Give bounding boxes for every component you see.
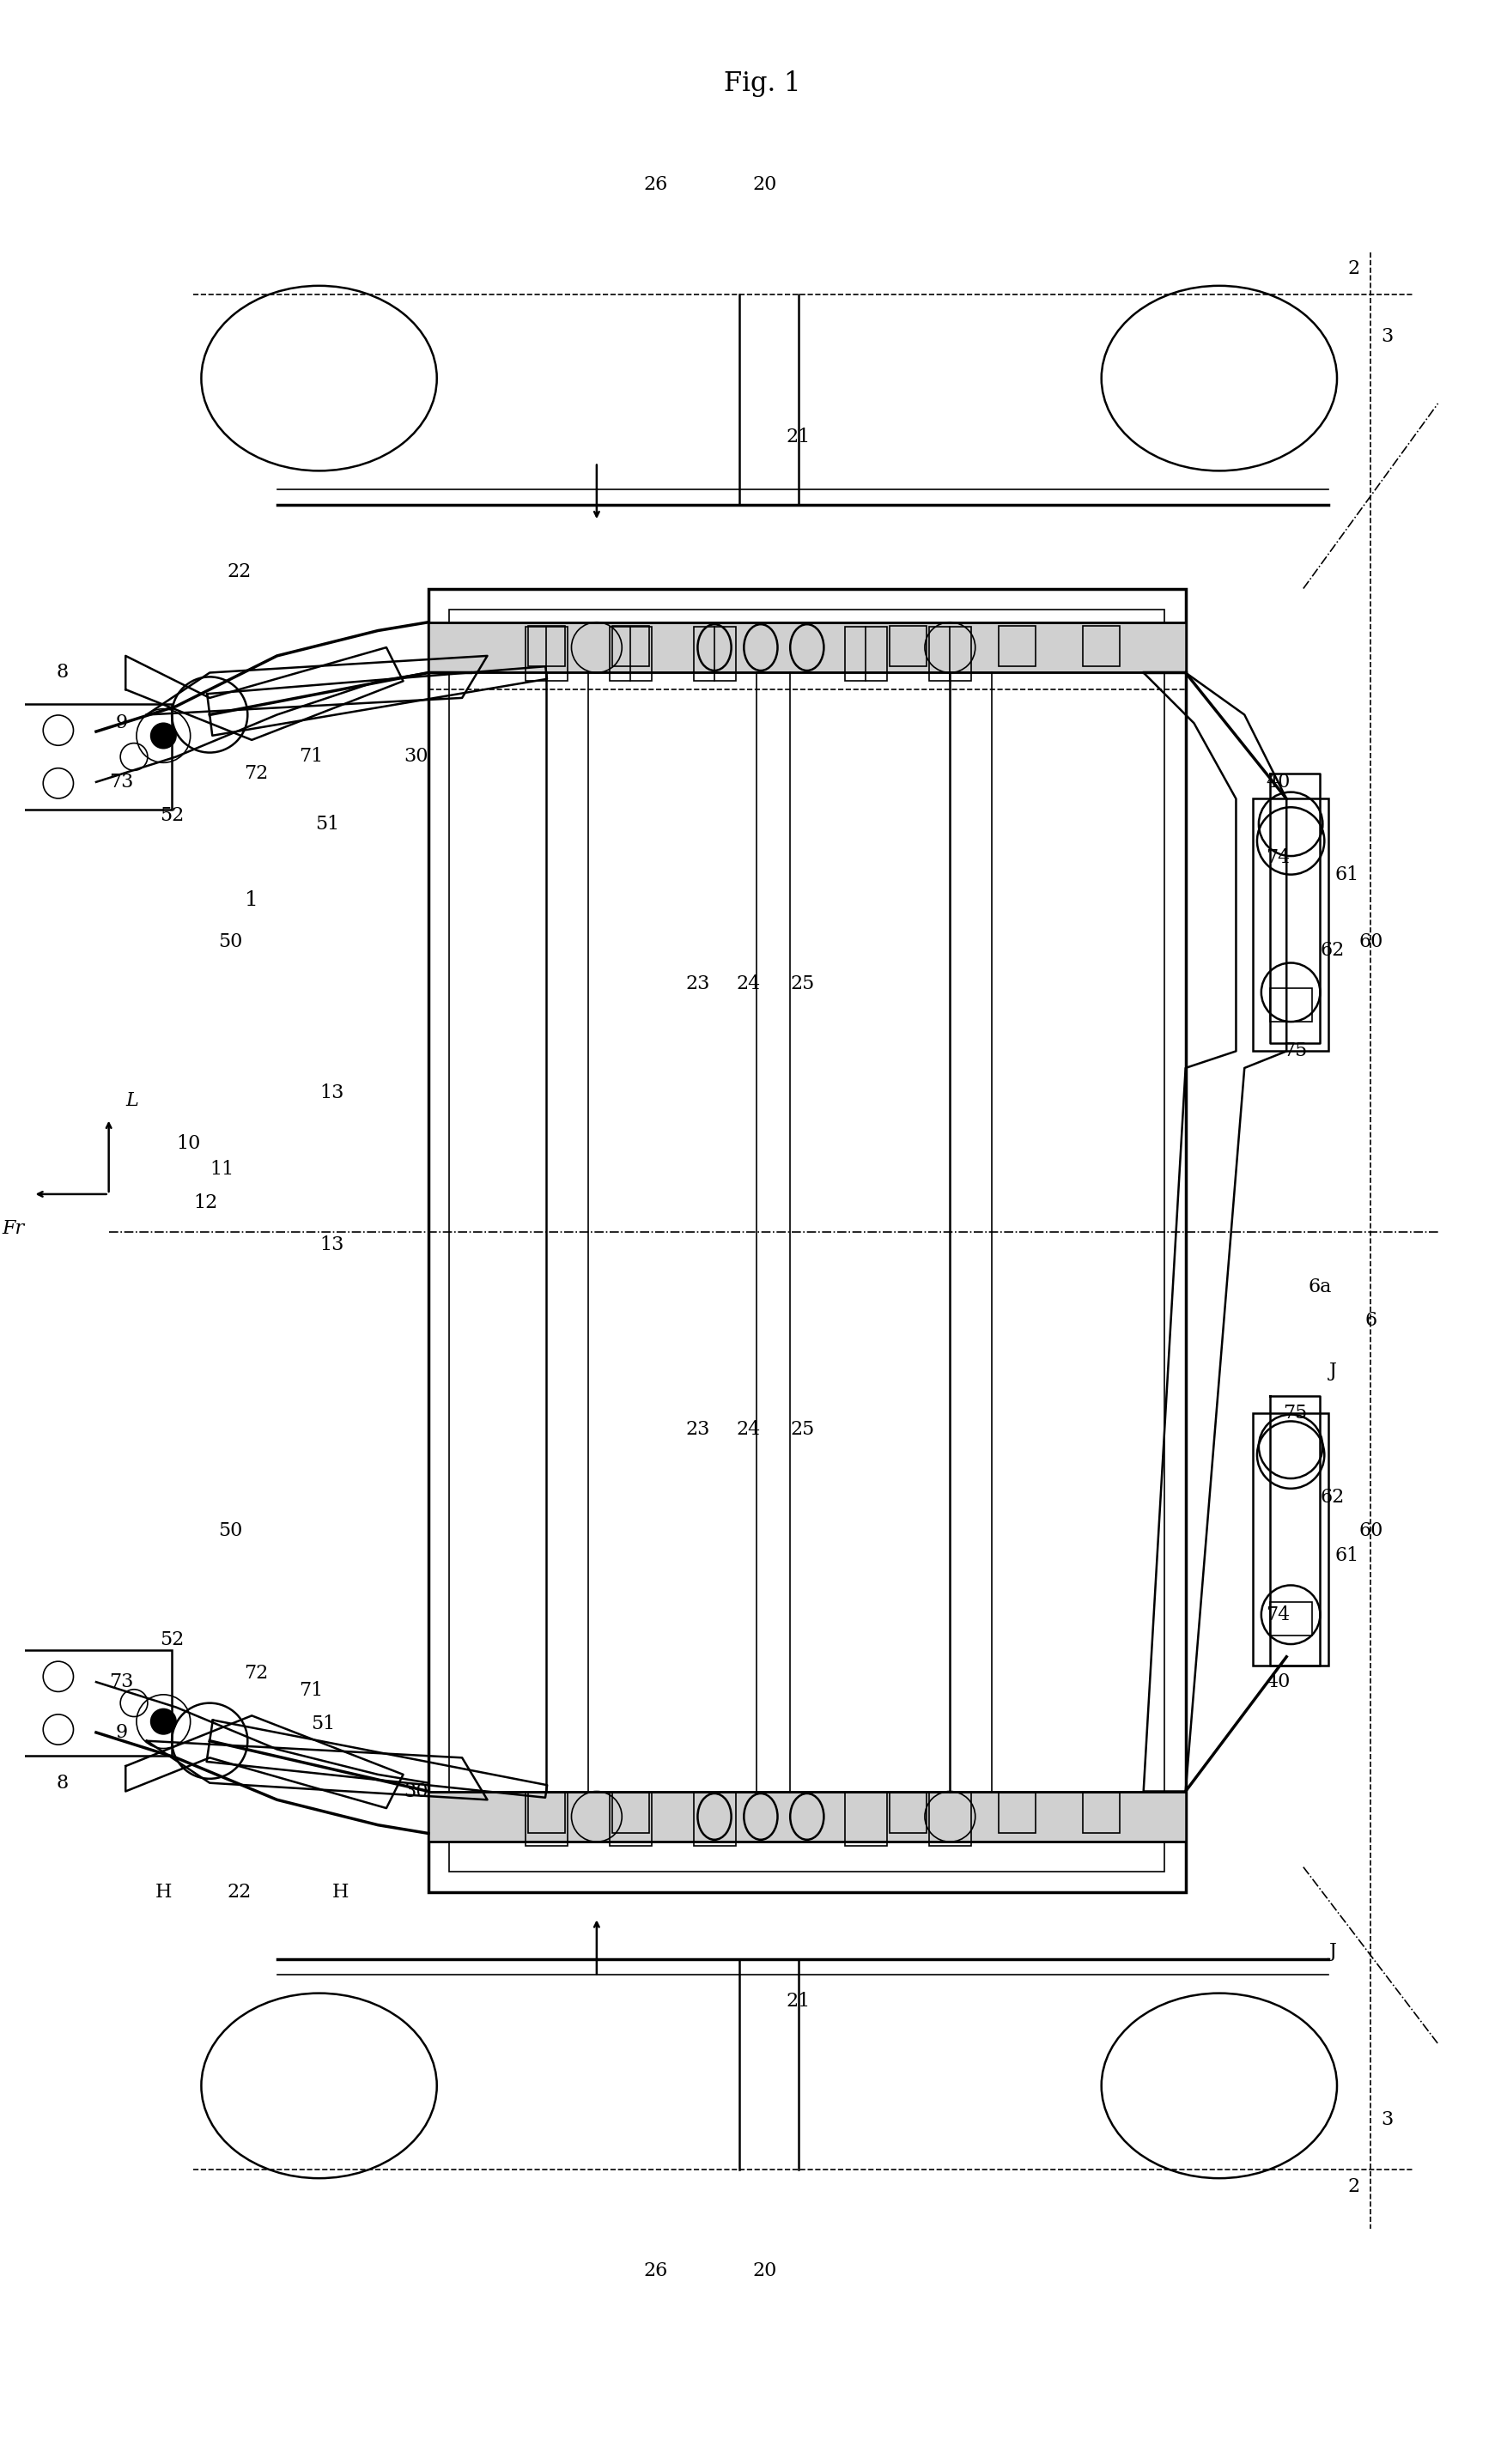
Text: 1: 1 bbox=[246, 890, 259, 909]
Text: 73: 73 bbox=[109, 774, 134, 791]
Text: 40: 40 bbox=[1266, 774, 1290, 791]
Text: 11: 11 bbox=[209, 1161, 235, 1178]
Text: 75: 75 bbox=[1282, 1404, 1307, 1422]
Circle shape bbox=[151, 722, 176, 749]
Text: 3: 3 bbox=[1382, 328, 1394, 345]
Text: 50: 50 bbox=[219, 1520, 243, 1540]
Bar bbox=[527, 1794, 565, 1833]
Text: 50: 50 bbox=[219, 931, 243, 951]
Text: 74: 74 bbox=[1266, 1604, 1290, 1624]
Bar bbox=[1270, 1602, 1311, 1636]
Text: 25: 25 bbox=[791, 973, 815, 993]
Text: 52: 52 bbox=[160, 1631, 184, 1648]
Bar bbox=[845, 1791, 888, 1846]
Text: 75: 75 bbox=[1282, 1042, 1307, 1060]
Bar bbox=[609, 1791, 651, 1846]
Text: Fig. 1: Fig. 1 bbox=[723, 71, 800, 96]
Bar bbox=[21, 705, 172, 811]
Text: 9: 9 bbox=[116, 715, 128, 732]
Text: 61: 61 bbox=[1335, 1547, 1359, 1565]
Bar bbox=[428, 1791, 1186, 1841]
Text: 26: 26 bbox=[643, 2262, 668, 2279]
Bar bbox=[527, 626, 565, 665]
Text: 61: 61 bbox=[1335, 865, 1359, 885]
Text: 8: 8 bbox=[56, 663, 69, 683]
Bar bbox=[524, 626, 567, 680]
Text: 72: 72 bbox=[244, 1663, 268, 1683]
Bar bbox=[889, 626, 927, 665]
Text: 6a: 6a bbox=[1308, 1276, 1332, 1296]
Text: 24: 24 bbox=[735, 973, 760, 993]
Text: 21: 21 bbox=[787, 1993, 811, 2011]
Text: 74: 74 bbox=[1266, 848, 1290, 867]
Text: 21: 21 bbox=[787, 429, 811, 446]
Bar bbox=[928, 626, 971, 680]
Bar bbox=[928, 1791, 971, 1846]
Text: 9: 9 bbox=[116, 1722, 128, 1742]
Bar bbox=[428, 623, 1186, 673]
Text: 40: 40 bbox=[1266, 1673, 1290, 1690]
Text: 26: 26 bbox=[643, 175, 668, 195]
Bar bbox=[1252, 1412, 1329, 1666]
Text: 24: 24 bbox=[735, 1419, 760, 1439]
Text: 71: 71 bbox=[298, 1680, 322, 1700]
Text: 62: 62 bbox=[1320, 941, 1344, 958]
Bar bbox=[999, 626, 1035, 665]
Text: 20: 20 bbox=[754, 2262, 778, 2279]
Text: 13: 13 bbox=[319, 1084, 344, 1104]
Text: 22: 22 bbox=[228, 562, 252, 582]
Text: 6: 6 bbox=[1364, 1311, 1377, 1331]
Text: J: J bbox=[1329, 1942, 1337, 1961]
Text: H: H bbox=[332, 1882, 348, 1902]
Text: 52: 52 bbox=[160, 806, 184, 825]
Circle shape bbox=[151, 1710, 176, 1735]
Bar bbox=[612, 626, 650, 665]
Text: 8: 8 bbox=[56, 1774, 69, 1791]
Text: 30: 30 bbox=[404, 747, 428, 766]
Text: L: L bbox=[125, 1092, 139, 1111]
Text: 23: 23 bbox=[686, 1419, 710, 1439]
Bar bbox=[449, 609, 1165, 1870]
Text: 60: 60 bbox=[1358, 1520, 1383, 1540]
Text: Fr: Fr bbox=[2, 1220, 24, 1239]
Bar bbox=[428, 589, 1186, 1892]
Text: 20: 20 bbox=[754, 175, 778, 195]
Bar bbox=[1084, 1794, 1120, 1833]
Text: 51: 51 bbox=[315, 816, 339, 833]
Bar bbox=[524, 1791, 567, 1846]
Text: 22: 22 bbox=[228, 1882, 252, 1902]
Bar bbox=[845, 626, 888, 680]
Text: 71: 71 bbox=[298, 747, 322, 766]
Text: 73: 73 bbox=[109, 1673, 134, 1690]
Text: 2: 2 bbox=[1347, 259, 1359, 278]
Text: 10: 10 bbox=[176, 1133, 200, 1153]
Bar bbox=[21, 1651, 172, 1757]
Text: 3: 3 bbox=[1382, 2109, 1394, 2129]
Bar bbox=[693, 1791, 735, 1846]
Bar bbox=[1252, 798, 1329, 1052]
Text: H: H bbox=[155, 1882, 172, 1902]
Text: 72: 72 bbox=[244, 764, 268, 784]
Text: 12: 12 bbox=[193, 1193, 217, 1212]
Text: J: J bbox=[1329, 1360, 1337, 1380]
Bar bbox=[693, 626, 735, 680]
Text: 30: 30 bbox=[404, 1781, 428, 1801]
Text: 60: 60 bbox=[1358, 931, 1383, 951]
Bar bbox=[612, 1794, 650, 1833]
Text: 62: 62 bbox=[1320, 1488, 1344, 1506]
Bar bbox=[609, 626, 651, 680]
Bar bbox=[999, 1794, 1035, 1833]
Bar bbox=[1084, 626, 1120, 665]
Bar bbox=[1270, 988, 1311, 1023]
Text: 2: 2 bbox=[1347, 2178, 1359, 2195]
Text: 23: 23 bbox=[686, 973, 710, 993]
Text: 25: 25 bbox=[791, 1419, 815, 1439]
Bar bbox=[889, 1794, 927, 1833]
Text: 51: 51 bbox=[310, 1715, 336, 1735]
Text: 13: 13 bbox=[319, 1234, 344, 1254]
